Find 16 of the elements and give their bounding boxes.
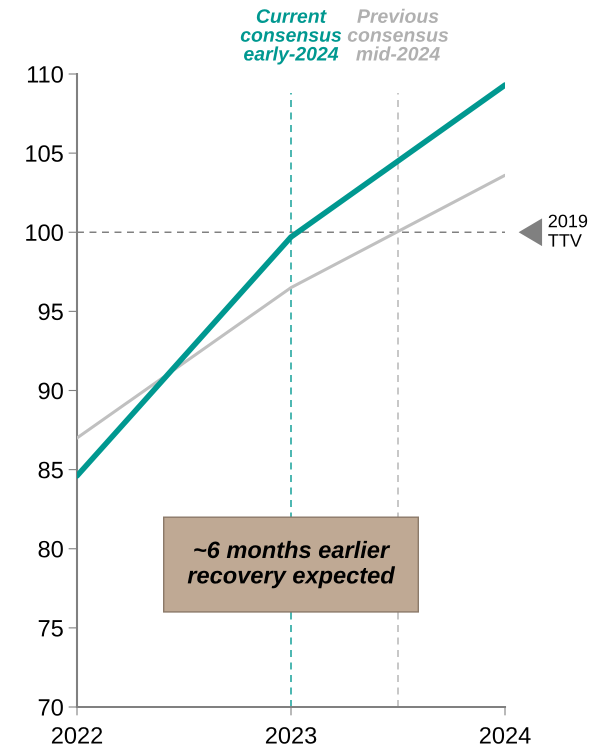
ref-line-label: 2019 TTV: [548, 214, 588, 247]
y-tick-label: 100: [26, 224, 63, 242]
ref-line-label: Current consensus early-2024: [240, 9, 342, 65]
y-tick-label: 105: [26, 145, 63, 162]
y-tick-label: 70: [38, 699, 63, 716]
y-tick-label: 75: [38, 620, 63, 637]
x-tick-label: 2023: [266, 727, 316, 744]
ref-line-label: Previous consensus mid-2024: [348, 8, 448, 61]
y-tick-label: 95: [38, 303, 63, 320]
x-tick-label: 2022: [52, 727, 102, 744]
annotation: ~6 months earlier recovery expected: [188, 540, 396, 588]
y-tick-label: 90: [38, 382, 63, 400]
y-tick-label: 110: [28, 66, 63, 83]
y-tick-label: 85: [38, 462, 63, 478]
x-tick-label: 2024: [480, 727, 531, 744]
y-tick-label: 80: [38, 540, 63, 558]
